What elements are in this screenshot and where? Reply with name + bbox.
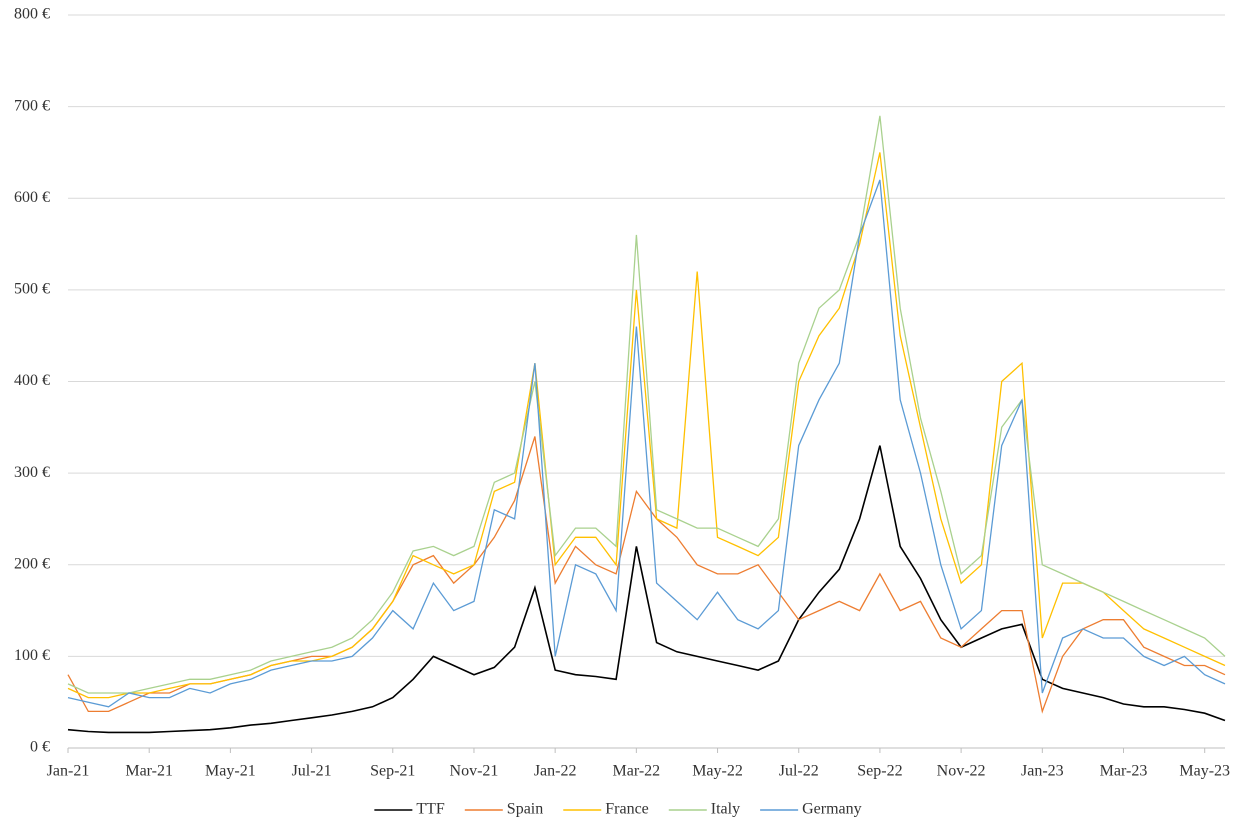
x-tick-label: Jul-21 [292,763,332,780]
y-tick-label: 600 € [14,189,50,206]
x-tick-label: May-23 [1179,763,1230,780]
y-tick-label: 800 € [14,6,50,23]
legend-label: Germany [802,801,862,818]
x-tick-label: Nov-22 [937,763,986,780]
series-line [67,436,1226,714]
series-line [67,179,1226,708]
y-tick-label: 500 € [14,281,50,298]
y-tick-label: 200 € [14,555,50,572]
x-tick-label: May-21 [205,763,256,780]
x-tick-label: Sep-21 [370,763,415,780]
series-line [67,115,1226,694]
legend-label: Spain [507,801,543,818]
legend-label: France [605,801,649,818]
y-tick-label: 100 € [14,647,50,664]
y-tick-label: 0 € [30,739,50,756]
x-tick-label: Mar-22 [613,763,661,780]
x-tick-label: Jan-22 [534,763,577,780]
y-tick-label: 700 € [14,97,50,114]
series-line [67,445,1226,734]
x-tick-label: Jan-21 [47,763,90,780]
legend-label: Italy [711,801,740,818]
x-tick-label: Nov-21 [450,763,499,780]
x-tick-label: Jan-23 [1021,763,1064,780]
y-tick-label: 300 € [14,464,50,481]
legend-label: TTF [416,801,445,818]
series-line [67,152,1226,699]
x-tick-label: Jul-22 [779,763,819,780]
x-tick-label: Sep-22 [857,763,902,780]
x-tick-label: Mar-21 [125,763,173,780]
x-tick-label: May-22 [692,763,743,780]
y-tick-label: 400 € [14,372,50,389]
x-tick-label: Mar-23 [1100,763,1148,780]
